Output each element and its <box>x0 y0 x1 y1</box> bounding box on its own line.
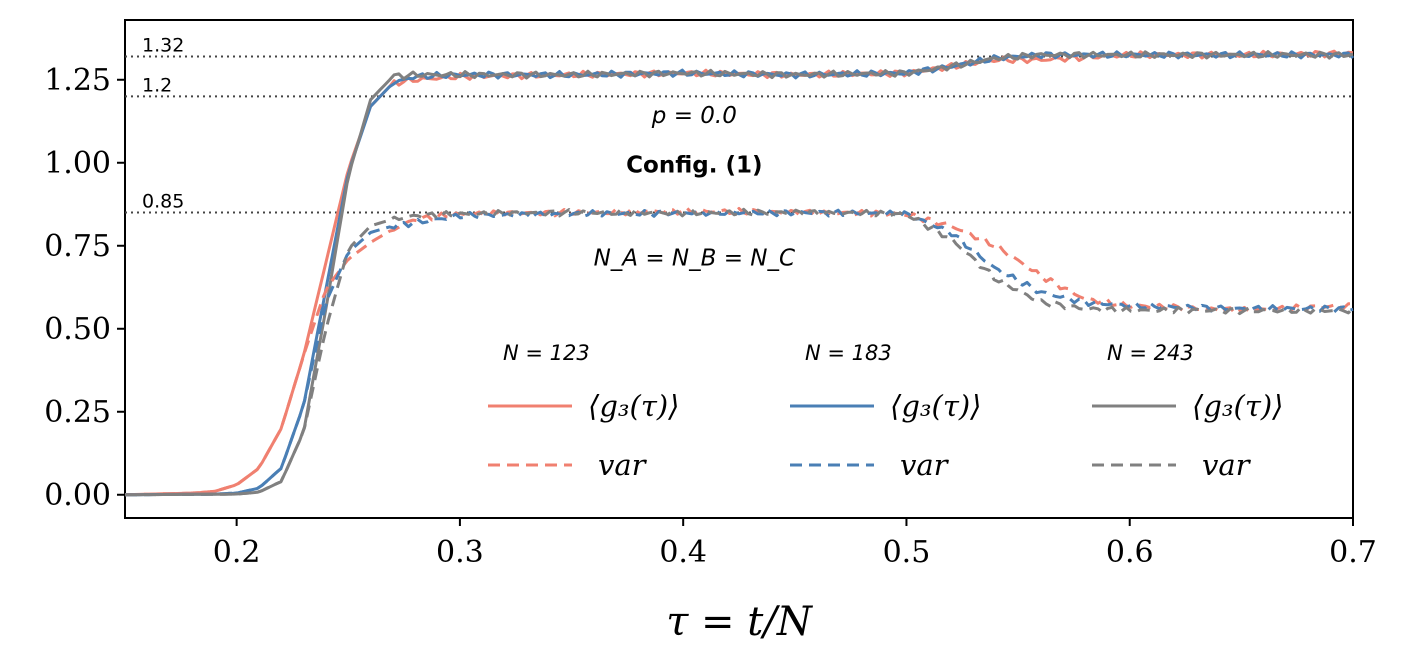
y-tick-label: 0.50 <box>44 312 111 347</box>
series-group <box>124 49 1355 497</box>
annotation-text: p = 0.0 <box>651 103 737 129</box>
annotations: p = 0.0 Config. (1) N_A = N_B = N_C <box>594 103 795 272</box>
legend-label-mean: ⟨g₃(τ)⟩ <box>588 389 680 423</box>
annotation-text: N_A = N_B = N_C <box>594 246 795 272</box>
legend-label-mean: ⟨g₃(τ)⟩ <box>890 389 982 423</box>
legend-label-var: var <box>1202 448 1252 482</box>
x-axis-label: τ = t/N <box>666 599 814 645</box>
y-axis-ticks: 0.00 0.25 0.50 0.75 1.00 1.25 <box>44 63 125 513</box>
legend-label-mean: ⟨g₃(τ)⟩ <box>1192 389 1284 423</box>
legend-label-var: var <box>900 448 950 482</box>
y-tick-label: 1.25 <box>44 63 111 98</box>
legend-title: N = 243 <box>1107 341 1194 365</box>
legend-label-var: var <box>598 448 648 482</box>
reference-line-label: 0.85 <box>142 191 184 213</box>
x-tick-label: 0.7 <box>1329 535 1377 570</box>
x-tick-label: 0.2 <box>213 535 261 570</box>
legend: N = 123 ⟨g₃(τ)⟩ var N = 183 ⟨g₃(τ)⟩ var N = 24… <box>488 341 1284 482</box>
series-line <box>124 207 1355 497</box>
legend-title: N = 123 <box>503 341 590 365</box>
plot-area-border <box>124 19 1354 519</box>
series-line <box>124 50 1355 497</box>
reference-lines: 1.32 1.2 0.85 <box>125 35 1353 214</box>
series-line <box>124 50 1354 497</box>
y-tick-label: 1.00 <box>44 146 111 181</box>
y-tick-label: 0.00 <box>44 478 111 513</box>
series-line <box>124 206 1353 497</box>
annotation-text: Config. (1) <box>626 153 762 179</box>
x-tick-label: 0.6 <box>1106 535 1154 570</box>
series-line <box>124 49 1354 497</box>
series-line <box>124 207 1354 497</box>
x-tick-label: 0.3 <box>436 535 484 570</box>
x-tick-label: 0.4 <box>659 535 707 570</box>
x-tick-label: 0.5 <box>883 535 931 570</box>
y-tick-label: 0.75 <box>44 229 111 264</box>
y-tick-label: 0.25 <box>44 395 111 430</box>
reference-line-label: 1.32 <box>142 35 184 57</box>
x-axis-ticks: 0.2 0.3 0.4 0.5 0.6 0.7 <box>213 518 1377 570</box>
legend-title: N = 183 <box>805 341 892 365</box>
reference-line-label: 1.2 <box>142 74 172 96</box>
